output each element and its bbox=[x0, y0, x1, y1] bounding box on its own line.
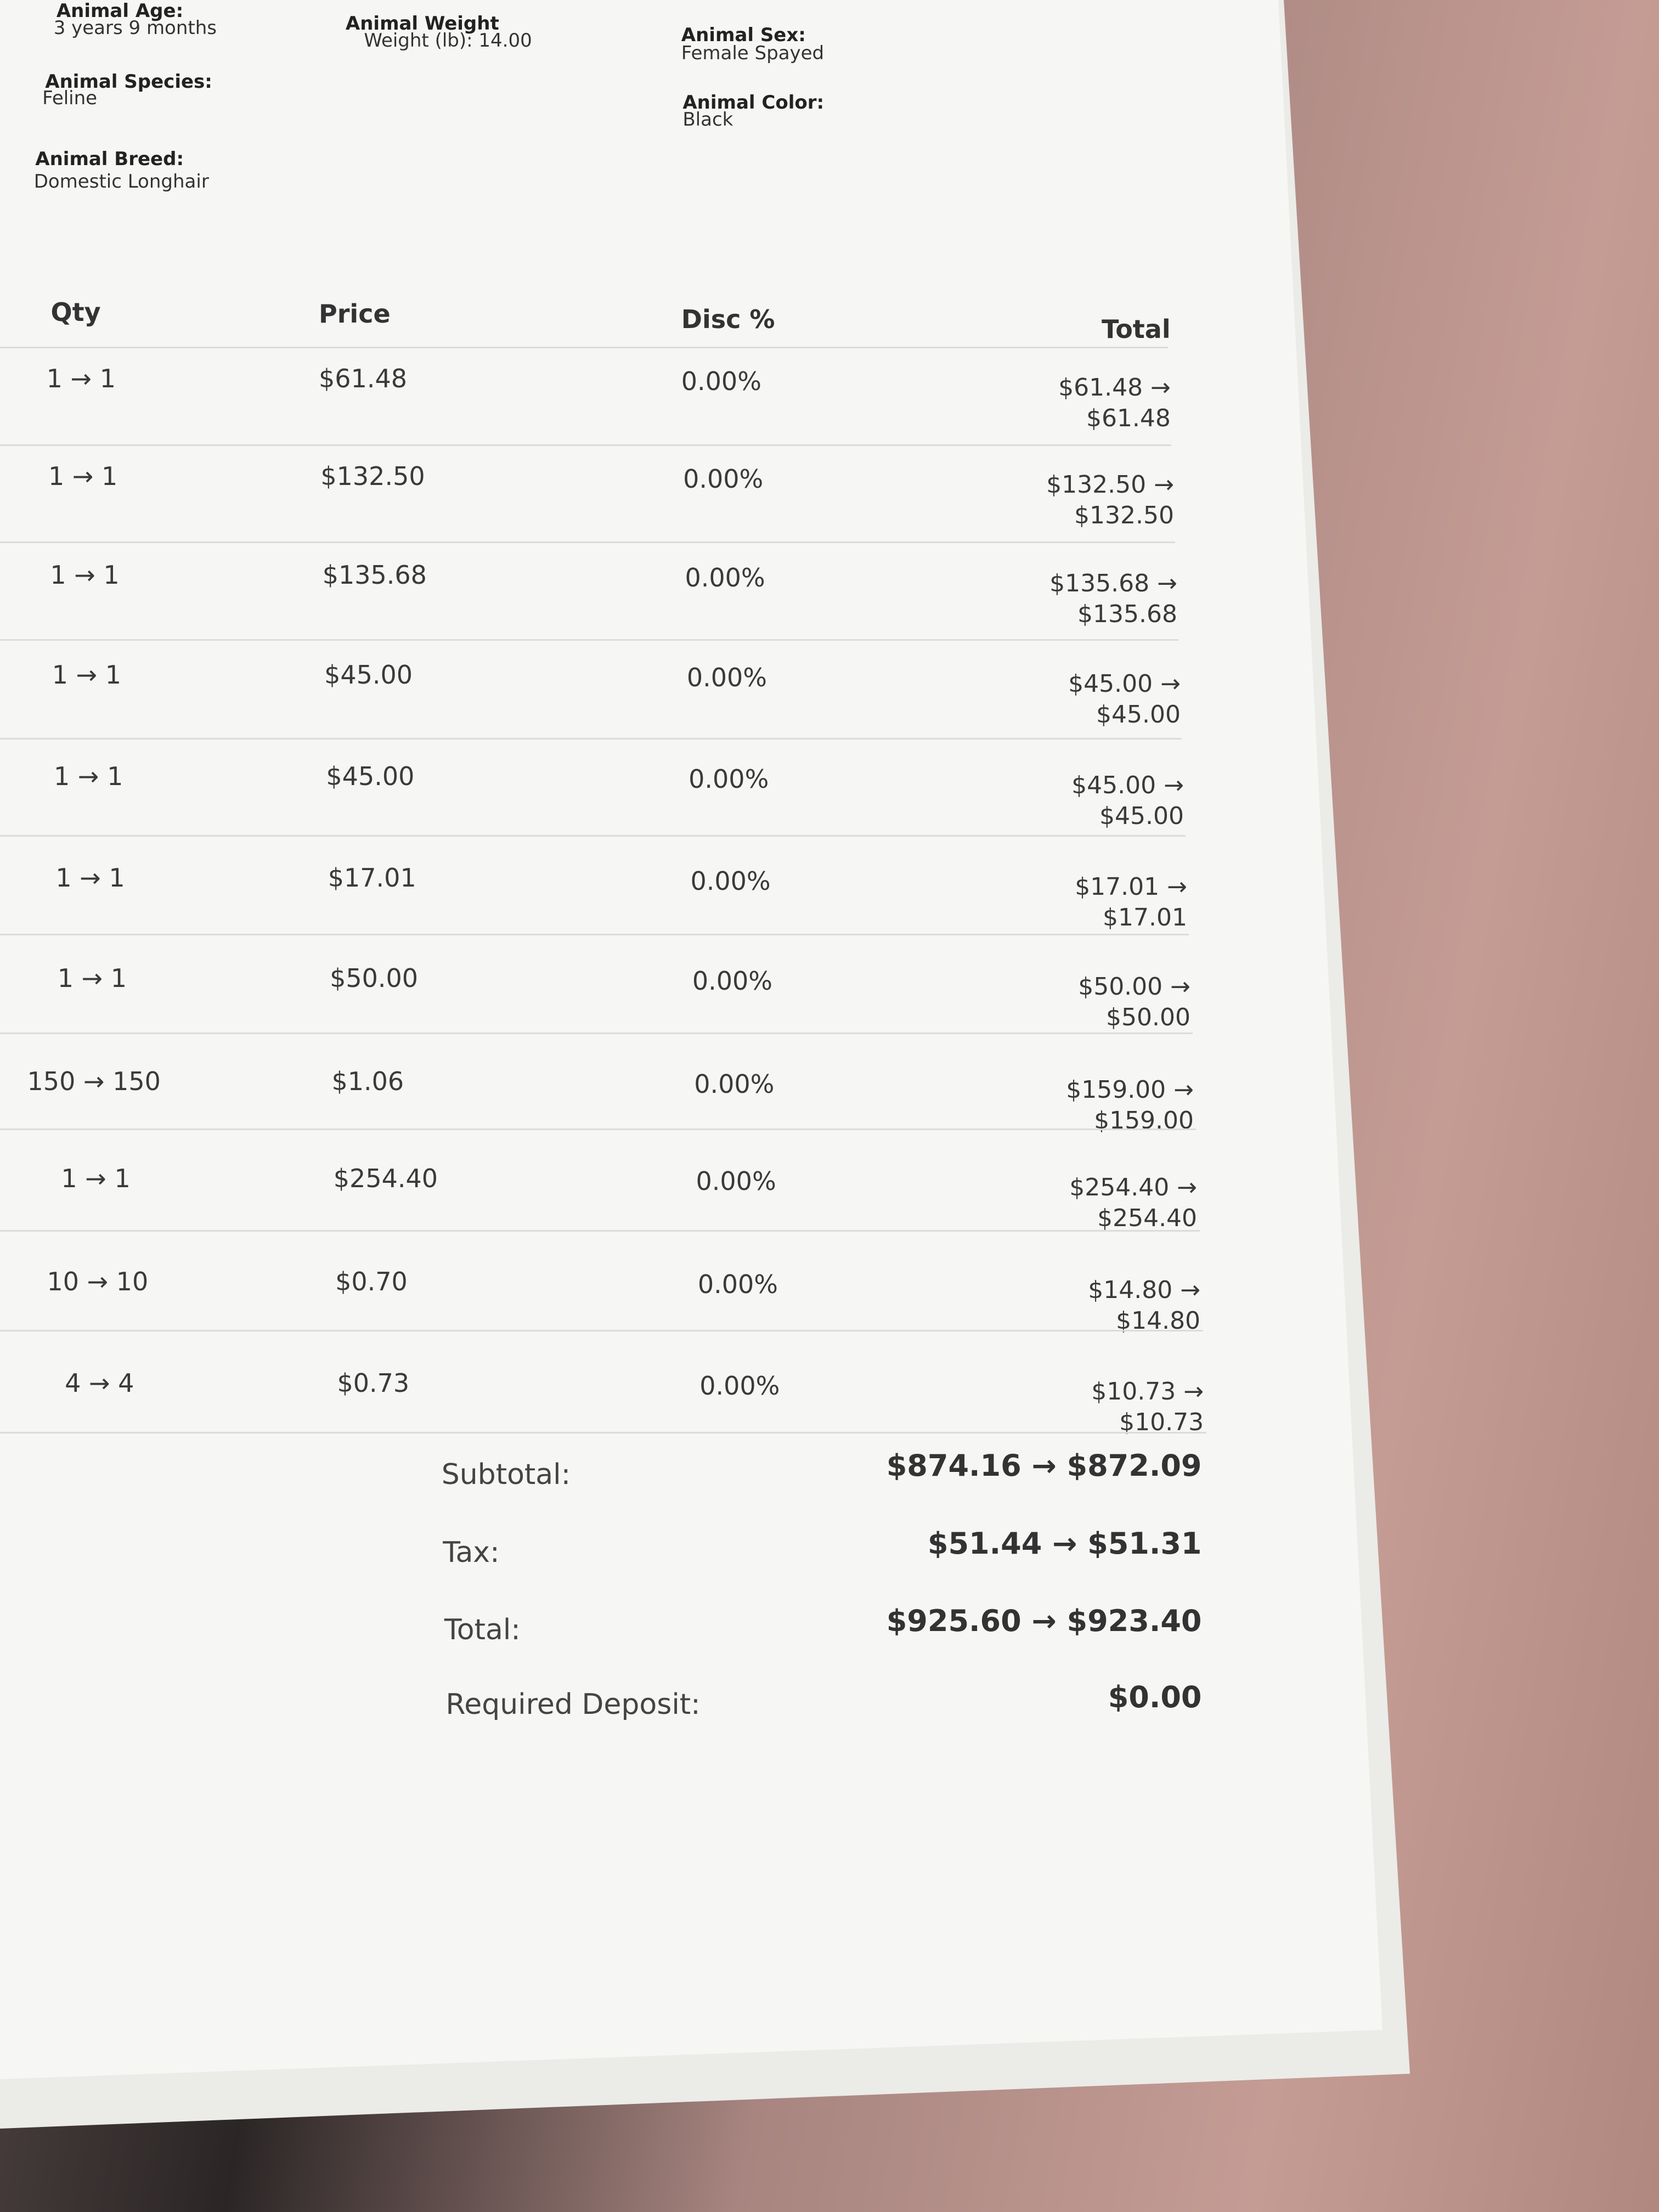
qty-cell: 4 → 4 bbox=[65, 1368, 134, 1398]
column-header: Qty bbox=[50, 297, 101, 328]
price-cell: $132.50 bbox=[320, 461, 425, 491]
row-divider bbox=[0, 1330, 1204, 1332]
field-label: Animal Color: bbox=[682, 92, 825, 114]
qty-cell: 150 → 150 bbox=[27, 1066, 161, 1096]
total-cell: $159.00 → $159.00 bbox=[1066, 1076, 1194, 1135]
disc-cell: 0.00% bbox=[699, 1371, 780, 1401]
qty-cell: 1 → 1 bbox=[50, 560, 120, 590]
total-cell: $14.80 → $14.80 bbox=[1088, 1276, 1201, 1335]
summary-value: $51.44 → $51.31 bbox=[927, 1526, 1202, 1561]
disc-cell: 0.00% bbox=[694, 1069, 775, 1099]
field-label: Animal Age: bbox=[56, 0, 184, 22]
price-cell: $45.00 bbox=[326, 761, 415, 792]
row-divider bbox=[0, 347, 1168, 349]
price-cell: $50.00 bbox=[330, 963, 419, 993]
qty-cell: 10 → 10 bbox=[47, 1266, 149, 1296]
qty-cell: 1 → 1 bbox=[54, 761, 123, 792]
summary-value: $925.60 → $923.40 bbox=[886, 1604, 1202, 1639]
total-cell: $254.40 → $254.40 bbox=[1069, 1173, 1198, 1232]
price-cell: $61.48 bbox=[319, 364, 407, 394]
row-divider bbox=[0, 1431, 1207, 1434]
column-header: Disc % bbox=[681, 304, 775, 335]
qty-cell: 1 → 1 bbox=[57, 963, 127, 993]
disc-cell: 0.00% bbox=[692, 966, 772, 996]
field-value: Weight (lb): 14.00 bbox=[364, 29, 532, 52]
price-cell: $17.01 bbox=[328, 863, 416, 893]
disc-cell: 0.00% bbox=[685, 562, 765, 592]
price-cell: $254.40 bbox=[333, 1164, 438, 1194]
qty-cell: 1 → 1 bbox=[52, 660, 122, 690]
row-divider bbox=[0, 1128, 1197, 1130]
field-value: Black bbox=[682, 108, 733, 131]
column-header: Price bbox=[319, 299, 391, 329]
summary-value: $874.16 → $872.09 bbox=[886, 1448, 1202, 1483]
row-divider bbox=[0, 737, 1182, 740]
row-divider bbox=[0, 1032, 1193, 1034]
summary-label: Required Deposit: bbox=[445, 1688, 701, 1722]
price-cell: $135.68 bbox=[322, 560, 427, 590]
row-divider bbox=[0, 444, 1172, 446]
field-label: Animal Weight bbox=[345, 13, 499, 35]
disc-cell: 0.00% bbox=[686, 663, 767, 693]
total-cell: $10.73 → $10.73 bbox=[1091, 1378, 1204, 1437]
disc-cell: 0.00% bbox=[689, 764, 769, 794]
qty-cell: 1 → 1 bbox=[61, 1164, 131, 1194]
summary-value: $0.00 bbox=[1108, 1680, 1202, 1715]
row-divider bbox=[0, 1229, 1200, 1232]
total-cell: $50.00 → $50.00 bbox=[1078, 973, 1191, 1032]
disc-cell: 0.00% bbox=[697, 1269, 778, 1299]
disc-cell: 0.00% bbox=[683, 464, 764, 494]
price-cell: $45.00 bbox=[324, 660, 413, 690]
paper-front bbox=[0, 0, 1383, 2079]
row-divider bbox=[0, 639, 1179, 641]
disc-cell: 0.00% bbox=[696, 1166, 776, 1197]
disc-cell: 0.00% bbox=[681, 366, 761, 397]
summary-label: Total: bbox=[444, 1613, 521, 1647]
qty-cell: 1 → 1 bbox=[55, 863, 125, 893]
field-value: 3 years 9 months bbox=[53, 16, 217, 39]
field-value: Female Spayed bbox=[681, 42, 825, 65]
summary-label: Tax: bbox=[443, 1536, 500, 1569]
row-divider bbox=[0, 835, 1186, 837]
total-cell: $45.00 → $45.00 bbox=[1068, 669, 1181, 729]
qty-cell: 1 → 1 bbox=[48, 461, 118, 491]
price-cell: $0.70 bbox=[335, 1266, 408, 1296]
column-header: Total bbox=[1101, 314, 1171, 345]
row-divider bbox=[0, 541, 1175, 544]
field-label: Animal Breed: bbox=[35, 148, 184, 170]
field-label: Animal Species: bbox=[45, 70, 212, 93]
qty-cell: 1 → 1 bbox=[46, 364, 116, 394]
total-cell: $135.68 → $135.68 bbox=[1049, 569, 1177, 629]
field-value: Feline bbox=[42, 87, 98, 110]
price-cell: $0.73 bbox=[337, 1368, 410, 1398]
summary-label: Subtotal: bbox=[441, 1458, 571, 1492]
total-cell: $61.48 → $61.48 bbox=[1058, 373, 1171, 432]
total-cell: $45.00 → $45.00 bbox=[1071, 771, 1184, 830]
total-cell: $132.50 → $132.50 bbox=[1046, 471, 1174, 530]
total-cell: $17.01 → $17.01 bbox=[1075, 872, 1187, 932]
field-value: Domestic Longhair bbox=[33, 171, 209, 193]
row-divider bbox=[0, 934, 1189, 935]
price-cell: $1.06 bbox=[331, 1066, 404, 1096]
disc-cell: 0.00% bbox=[690, 866, 771, 896]
field-label: Animal Sex: bbox=[681, 24, 806, 46]
